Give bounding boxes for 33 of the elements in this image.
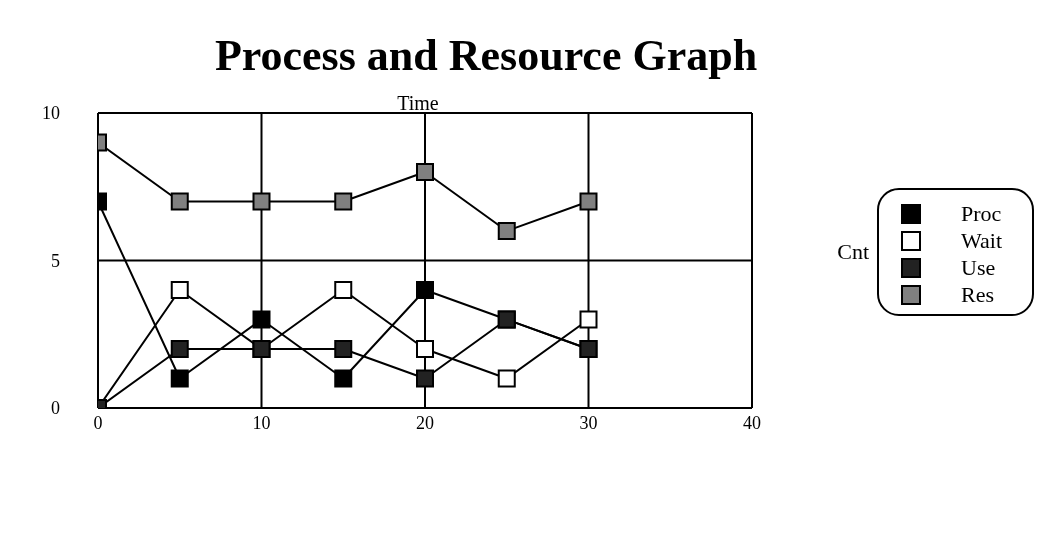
y-tick-label: 0 [51,398,60,419]
chart-title: Process and Resource Graph [213,30,759,81]
point [334,369,353,388]
x-axis-title: Time [396,92,440,115]
legend-label: Proc [961,200,1002,227]
point [416,369,434,388]
point [170,192,189,211]
x-tick-label: 30 [579,412,598,433]
x-tick-label: 40 [743,412,761,433]
point [170,340,189,358]
point [416,340,434,358]
point [334,340,353,358]
point [170,369,189,388]
y-axis-title: Cnt [837,239,869,265]
legend-label: Use [961,254,996,281]
point [252,192,271,211]
point [416,281,434,299]
point [579,310,598,329]
point [497,222,516,240]
x-tick-label: 0 [93,412,103,433]
y-tick-label: 10 [42,103,60,124]
x-tick-label: 20 [416,412,434,433]
point [497,369,516,388]
x-tick-label: 10 [252,412,271,433]
point [579,192,598,211]
point [334,192,353,211]
legend-label: Res [961,281,994,308]
point [170,281,189,299]
legend-label: Wait [961,227,1002,254]
y-tick-label: 5 [51,250,60,271]
point [416,163,434,181]
point [252,310,271,329]
point [334,281,353,299]
